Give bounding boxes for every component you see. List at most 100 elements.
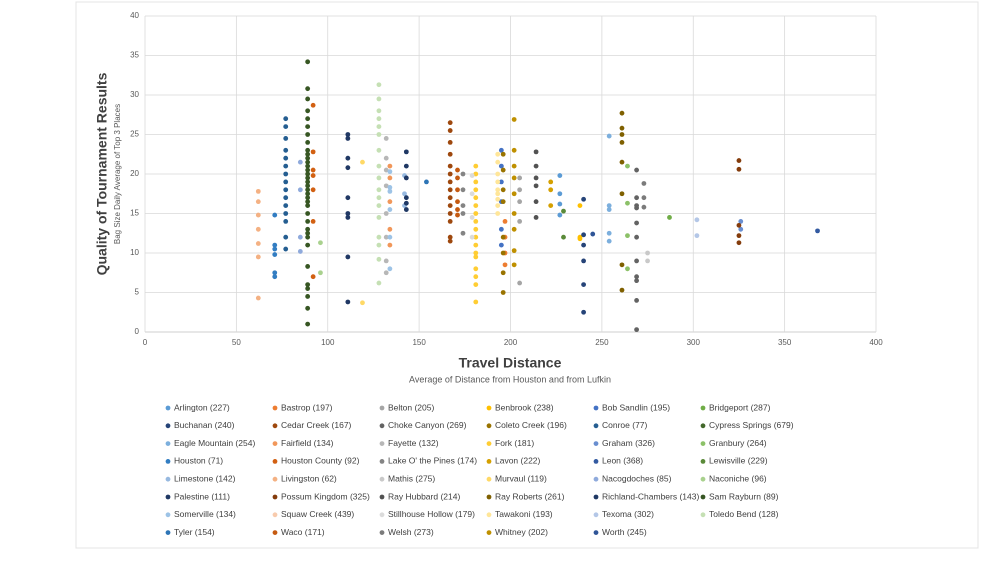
point — [376, 256, 382, 262]
legend-label: Whitney (202) — [495, 527, 548, 537]
legend-marker — [593, 494, 599, 500]
point — [460, 187, 466, 193]
point — [345, 165, 351, 171]
point — [305, 191, 311, 197]
point — [502, 262, 508, 268]
point — [581, 282, 586, 287]
point — [460, 211, 466, 216]
point — [495, 179, 501, 185]
point — [376, 215, 382, 220]
point — [548, 179, 554, 185]
legend-label: Welsh (273) — [388, 527, 434, 537]
legend-label: Granbury (264) — [709, 438, 767, 448]
y-tick-label: 10 — [130, 248, 139, 257]
legend-marker — [165, 441, 171, 446]
point — [634, 274, 639, 280]
legend-marker — [700, 441, 706, 446]
point — [376, 234, 382, 240]
point — [625, 266, 630, 272]
point — [305, 282, 311, 287]
point — [447, 195, 453, 201]
point — [272, 212, 278, 218]
point — [283, 211, 289, 216]
point — [283, 171, 289, 177]
point — [634, 234, 639, 240]
point — [469, 173, 475, 178]
point — [473, 226, 479, 232]
y-tick-label: 40 — [130, 11, 139, 20]
point — [634, 220, 639, 226]
y-axis-title: Quality of Tournament Results — [94, 72, 110, 275]
legend-marker — [700, 423, 706, 429]
point — [455, 212, 460, 218]
point — [305, 163, 311, 169]
point — [577, 236, 583, 242]
point — [645, 250, 650, 256]
legend-label: Lake O' the Pines (174) — [388, 456, 477, 466]
y-tick-label: 30 — [130, 90, 139, 99]
point — [694, 233, 700, 239]
point — [473, 203, 479, 209]
legend-label: Worth (245) — [602, 527, 647, 537]
point — [625, 163, 630, 169]
point — [495, 187, 501, 193]
point — [383, 270, 389, 276]
point — [305, 140, 311, 145]
point — [305, 294, 311, 299]
point — [305, 305, 311, 311]
point — [283, 187, 289, 193]
point — [736, 222, 742, 228]
point — [387, 199, 393, 205]
legend-label: Lewisville (229) — [709, 456, 768, 466]
legend-label: Toledo Bend (128) — [709, 509, 779, 519]
point — [305, 124, 311, 129]
legend-label: Bastrop (197) — [281, 402, 333, 412]
legend-marker — [272, 512, 278, 518]
point — [383, 183, 389, 189]
point — [447, 179, 453, 185]
point — [738, 226, 744, 232]
point — [473, 242, 479, 248]
legend-marker — [700, 459, 706, 464]
point — [511, 248, 517, 254]
point — [500, 270, 506, 276]
legend-label: Tawakoni (193) — [495, 509, 553, 519]
legend-marker — [486, 405, 492, 411]
legend-marker — [593, 476, 599, 482]
point — [255, 226, 261, 232]
legend-marker — [593, 423, 599, 429]
point — [387, 207, 393, 212]
legend-marker — [593, 530, 599, 535]
point — [581, 232, 586, 238]
point — [498, 226, 504, 232]
point — [498, 179, 504, 185]
point — [305, 321, 311, 327]
point — [473, 254, 479, 260]
point — [447, 120, 453, 126]
point — [305, 226, 311, 232]
point — [283, 234, 289, 240]
y-tick-label: 0 — [135, 327, 140, 336]
point — [283, 136, 289, 141]
point — [634, 167, 639, 173]
point — [619, 287, 625, 293]
point — [305, 155, 311, 161]
x-tick-label: 200 — [504, 338, 518, 347]
legend-marker — [486, 459, 492, 464]
point — [305, 59, 311, 65]
point — [606, 207, 612, 212]
point — [815, 228, 820, 234]
legend-marker — [486, 441, 492, 446]
legend-marker — [379, 441, 385, 446]
point — [667, 215, 672, 220]
point — [561, 208, 566, 214]
point — [376, 96, 382, 102]
point — [533, 183, 539, 189]
point — [310, 173, 316, 178]
point — [305, 183, 311, 189]
point — [694, 217, 700, 223]
legend-marker — [165, 459, 171, 464]
point — [511, 226, 517, 232]
point — [577, 203, 583, 209]
legend-label: Fork (181) — [495, 438, 534, 448]
